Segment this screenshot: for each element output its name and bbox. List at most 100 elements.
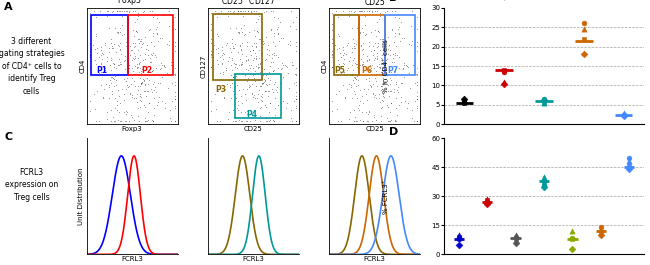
Point: [291, 94, 301, 98]
Point: [229, 9, 239, 14]
Point: [266, 26, 276, 31]
Text: P5: P5: [335, 66, 346, 75]
Point: [170, 90, 180, 94]
Point: [125, 44, 136, 48]
Point: [276, 36, 286, 40]
Point: [110, 96, 120, 100]
Point: [405, 86, 415, 90]
Bar: [213, 14, 263, 80]
Point: [248, 48, 258, 52]
Point: [338, 45, 348, 49]
Point: [327, 109, 337, 113]
Point: [372, 54, 382, 58]
Point: [365, 83, 375, 87]
Point: [265, 78, 276, 82]
Point: [114, 57, 124, 61]
Point: [350, 115, 360, 119]
Point: [374, 11, 385, 15]
Point: [236, 9, 246, 14]
Point: [115, 100, 125, 105]
Point: [339, 70, 349, 74]
Point: [140, 104, 150, 109]
Point: [129, 72, 139, 76]
Point: [240, 92, 250, 96]
Point: [268, 69, 278, 73]
Point: [382, 79, 392, 83]
Point: [130, 41, 140, 45]
Point: [394, 16, 404, 20]
Point: [218, 57, 228, 61]
Point: [255, 41, 266, 45]
Point: [170, 94, 180, 98]
Point: [167, 99, 177, 103]
Point: [261, 35, 272, 39]
Point: [230, 42, 240, 46]
Point: [170, 97, 180, 101]
Point: [166, 63, 176, 67]
Point: [148, 119, 159, 123]
Point: [142, 76, 152, 80]
Point: [595, 231, 606, 235]
Point: [248, 66, 258, 70]
Point: [100, 41, 110, 45]
Point: [111, 83, 121, 87]
Point: [221, 43, 231, 48]
Point: [357, 62, 367, 66]
Point: [329, 47, 339, 51]
Point: [250, 45, 261, 50]
Point: [327, 28, 337, 32]
Point: [382, 104, 393, 109]
Point: [251, 64, 261, 68]
Point: [243, 76, 254, 80]
Point: [123, 85, 133, 89]
Point: [146, 39, 157, 44]
Point: [92, 45, 102, 50]
Point: [459, 97, 469, 101]
Point: [356, 43, 366, 47]
Point: [618, 112, 629, 117]
Point: [358, 119, 368, 123]
Point: [145, 56, 155, 60]
Point: [133, 114, 144, 118]
Point: [116, 62, 126, 66]
Point: [133, 61, 144, 65]
Point: [132, 61, 142, 66]
Point: [354, 103, 365, 107]
Point: [397, 67, 408, 71]
Point: [401, 63, 411, 67]
Point: [389, 9, 400, 14]
Point: [376, 84, 386, 89]
Point: [377, 39, 387, 44]
Point: [382, 9, 392, 14]
Point: [254, 65, 265, 69]
Point: [127, 56, 138, 60]
Point: [91, 34, 101, 38]
Point: [228, 46, 239, 50]
Point: [115, 30, 125, 34]
Point: [372, 44, 383, 48]
Point: [385, 119, 395, 123]
Point: [382, 78, 392, 82]
Point: [240, 73, 250, 77]
Point: [372, 84, 382, 89]
Point: [242, 40, 253, 45]
Point: [411, 72, 421, 77]
Point: [369, 113, 379, 117]
Point: [134, 70, 144, 74]
Point: [131, 96, 141, 100]
Point: [253, 72, 263, 76]
Point: [240, 32, 250, 36]
Point: [354, 9, 365, 14]
Point: [278, 61, 288, 65]
Point: [170, 15, 180, 20]
Point: [263, 43, 273, 47]
Point: [144, 60, 155, 64]
Point: [253, 17, 263, 21]
Text: P4: P4: [246, 110, 257, 119]
Point: [107, 44, 117, 48]
Point: [291, 90, 301, 94]
Point: [338, 60, 348, 65]
Point: [170, 40, 180, 44]
Point: [370, 41, 380, 45]
Bar: [92, 15, 127, 75]
